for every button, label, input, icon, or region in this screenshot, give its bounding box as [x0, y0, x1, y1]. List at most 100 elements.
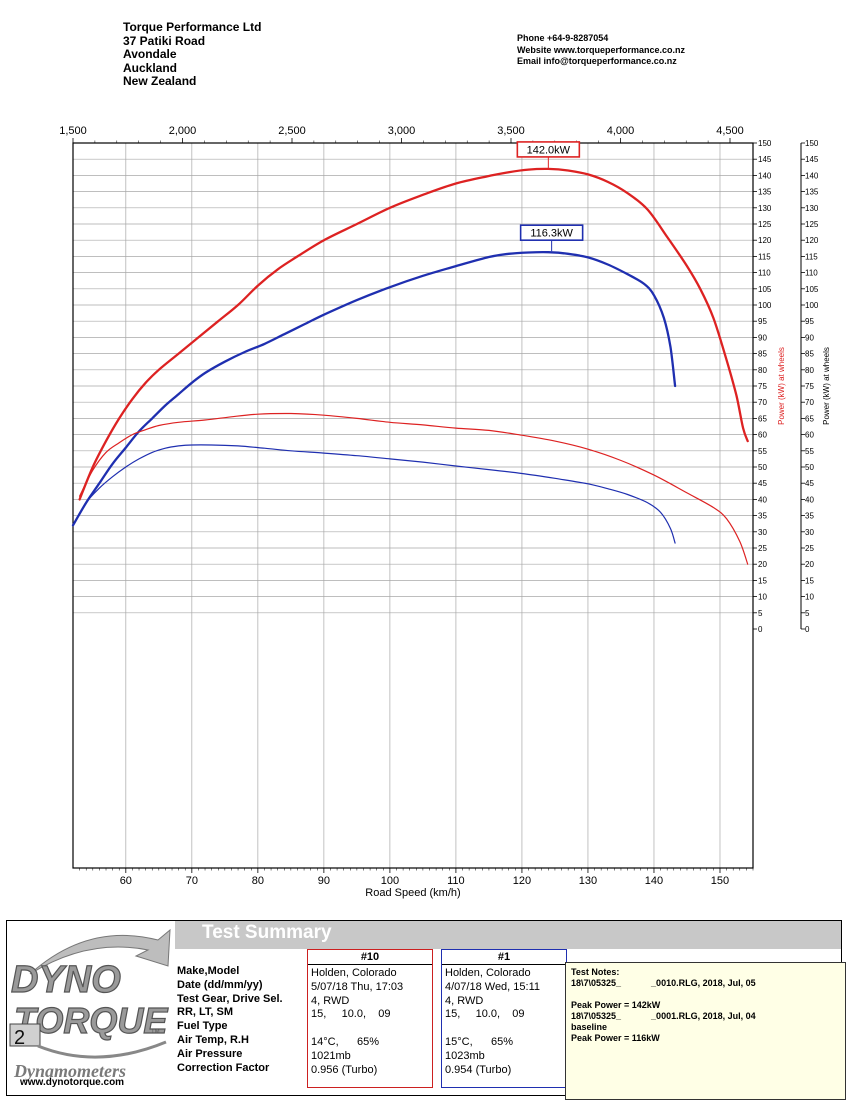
x-tick-label: 110	[447, 875, 465, 887]
series-line-power-run10	[78, 167, 749, 501]
y2-tick-label: 90	[805, 333, 814, 342]
run-value: 1023mb	[445, 1049, 485, 1062]
y2-tick-label: 40	[805, 495, 814, 504]
y2-tick-label: 20	[805, 560, 814, 569]
run-value: Holden, Colorado	[311, 967, 397, 979]
y2-tick-label: 95	[805, 317, 814, 326]
y-tick-label: 115	[758, 252, 771, 261]
y2-tick-label: 55	[805, 447, 814, 456]
y-tick-label: 10	[758, 593, 767, 602]
y2-tick-label: 65	[805, 414, 814, 423]
logo-line2: TORQUE	[14, 1000, 168, 1041]
run-value	[311, 1022, 432, 1036]
y2-tick-label: 145	[805, 155, 819, 164]
notes-line: Test Notes:	[571, 967, 620, 977]
field-label: Correction Factor	[177, 1061, 270, 1074]
y-tick-label: 90	[758, 333, 767, 342]
y2-tick-label: 120	[805, 236, 819, 245]
notes-line: baseline	[571, 1022, 608, 1032]
logo-tm: TM	[151, 1029, 160, 1035]
contact-phone: Phone +64-9-8287054	[517, 33, 609, 43]
run-value: 15, 10.0, 09	[445, 1008, 525, 1021]
y-tick-label: 55	[758, 447, 767, 456]
y2-tick-label: 25	[805, 544, 814, 553]
logo-line1: DYNO	[11, 959, 121, 1001]
field-label: Air Temp, R.H	[177, 1033, 249, 1046]
y2-tick-label: 50	[805, 463, 814, 472]
y-tick-label: 50	[758, 463, 767, 472]
peak-label: 116.3kW	[530, 228, 573, 240]
notes-line	[571, 989, 840, 1000]
y-tick-label: 60	[758, 431, 767, 440]
x-tick-label: 60	[120, 875, 132, 887]
y-tick-label: 45	[758, 479, 767, 488]
run-value: Holden, Colorado	[445, 967, 531, 979]
x-tick-label: 80	[252, 875, 264, 887]
field-label: RR, LT, SM	[177, 1006, 234, 1019]
y2-tick-label: 150	[805, 139, 819, 148]
y-tick-label: 125	[758, 220, 772, 229]
y2-tick-label: 105	[805, 285, 819, 294]
company-address: Torque Performance Ltd 37 Patiki Road Av…	[123, 20, 261, 89]
run-value: 1021mb	[311, 1049, 351, 1062]
top-tick-label: 3,000	[388, 125, 416, 137]
summary-title: Test Summary	[202, 922, 332, 943]
test-notes: Test Notes: 18\7\05325_ _0010.RLG, 2018,…	[565, 962, 846, 1100]
y-tick-label: 20	[758, 560, 767, 569]
y-tick-label: 120	[758, 236, 772, 245]
website-link[interactable]: www.dynotorque.com	[20, 1077, 125, 1088]
field-label: Test Gear, Drive Sel.	[177, 992, 283, 1005]
y-tick-label: 0	[758, 625, 763, 634]
y2-tick-label: 100	[805, 301, 819, 310]
y-tick-label: 150	[758, 139, 772, 148]
y-tick-label: 5	[758, 609, 763, 618]
x-tick-label: 120	[513, 875, 531, 887]
y2-tick-label: 110	[805, 269, 818, 278]
top-tick-label: 1,500	[59, 125, 87, 137]
y2-tick-label: 135	[805, 188, 819, 197]
run-value	[445, 1022, 566, 1036]
y-axis-label-outer: Power (kW) at wheels	[822, 347, 831, 425]
y-axis-label-inner: Power (kW) at wheels	[777, 347, 786, 425]
notes-line: Peak Power = 142kW	[571, 1000, 661, 1010]
y-tick-label: 145	[758, 155, 772, 164]
x-tick-label: 100	[381, 875, 399, 887]
y-tick-label: 100	[758, 301, 772, 310]
peak-label: 142.0kW	[527, 144, 571, 156]
dynotorque-logo: DYNO TORQUE TM 2 Dynamometers	[9, 928, 171, 1081]
logo-badge	[9, 1023, 41, 1047]
y-tick-label: 110	[758, 269, 771, 278]
y-tick-label: 35	[758, 512, 767, 521]
y2-tick-label: 80	[805, 366, 814, 375]
y2-tick-label: 130	[805, 204, 819, 213]
y-tick-label: 30	[758, 528, 767, 537]
x-tick-label: 150	[711, 875, 729, 887]
run-value: 0.954 (Turbo)	[445, 1063, 512, 1076]
y2-tick-label: 30	[805, 528, 814, 537]
y2-tick-label: 45	[805, 479, 814, 488]
y-tick-label: 80	[758, 366, 767, 375]
company-line: Avondale	[123, 47, 177, 61]
top-tick-label: 2,000	[169, 125, 197, 137]
contact-info: Phone +64-9-8287054 Website www.torquepe…	[517, 33, 685, 68]
run-column-1: #1 Holden, Colorado 4/07/18 Wed, 15:11 4…	[441, 949, 567, 1088]
run-value: 5/07/18 Thu, 17:03	[311, 980, 404, 993]
series-line-torque-run10	[79, 412, 749, 565]
y2-tick-label: 125	[805, 220, 819, 229]
y-tick-label: 70	[758, 398, 767, 407]
company-line: Auckland	[123, 60, 178, 75]
logo-badge-number: 2	[14, 1027, 25, 1049]
y-tick-label: 65	[758, 414, 767, 423]
y-tick-label: 25	[758, 544, 767, 553]
y-tick-label: 140	[758, 171, 772, 180]
company-line: 37 Patiki Road	[123, 33, 206, 48]
x-tick-label: 90	[318, 875, 330, 887]
y-tick-label: 15	[758, 576, 767, 585]
company-line: New Zealand	[123, 74, 197, 88]
x-tick-label: 130	[579, 875, 597, 887]
y2-tick-label: 85	[805, 350, 814, 359]
y2-tick-label: 60	[805, 431, 814, 440]
field-label: Make,Model	[177, 965, 240, 977]
run-value: 15, 10.0, 09	[311, 1008, 391, 1021]
